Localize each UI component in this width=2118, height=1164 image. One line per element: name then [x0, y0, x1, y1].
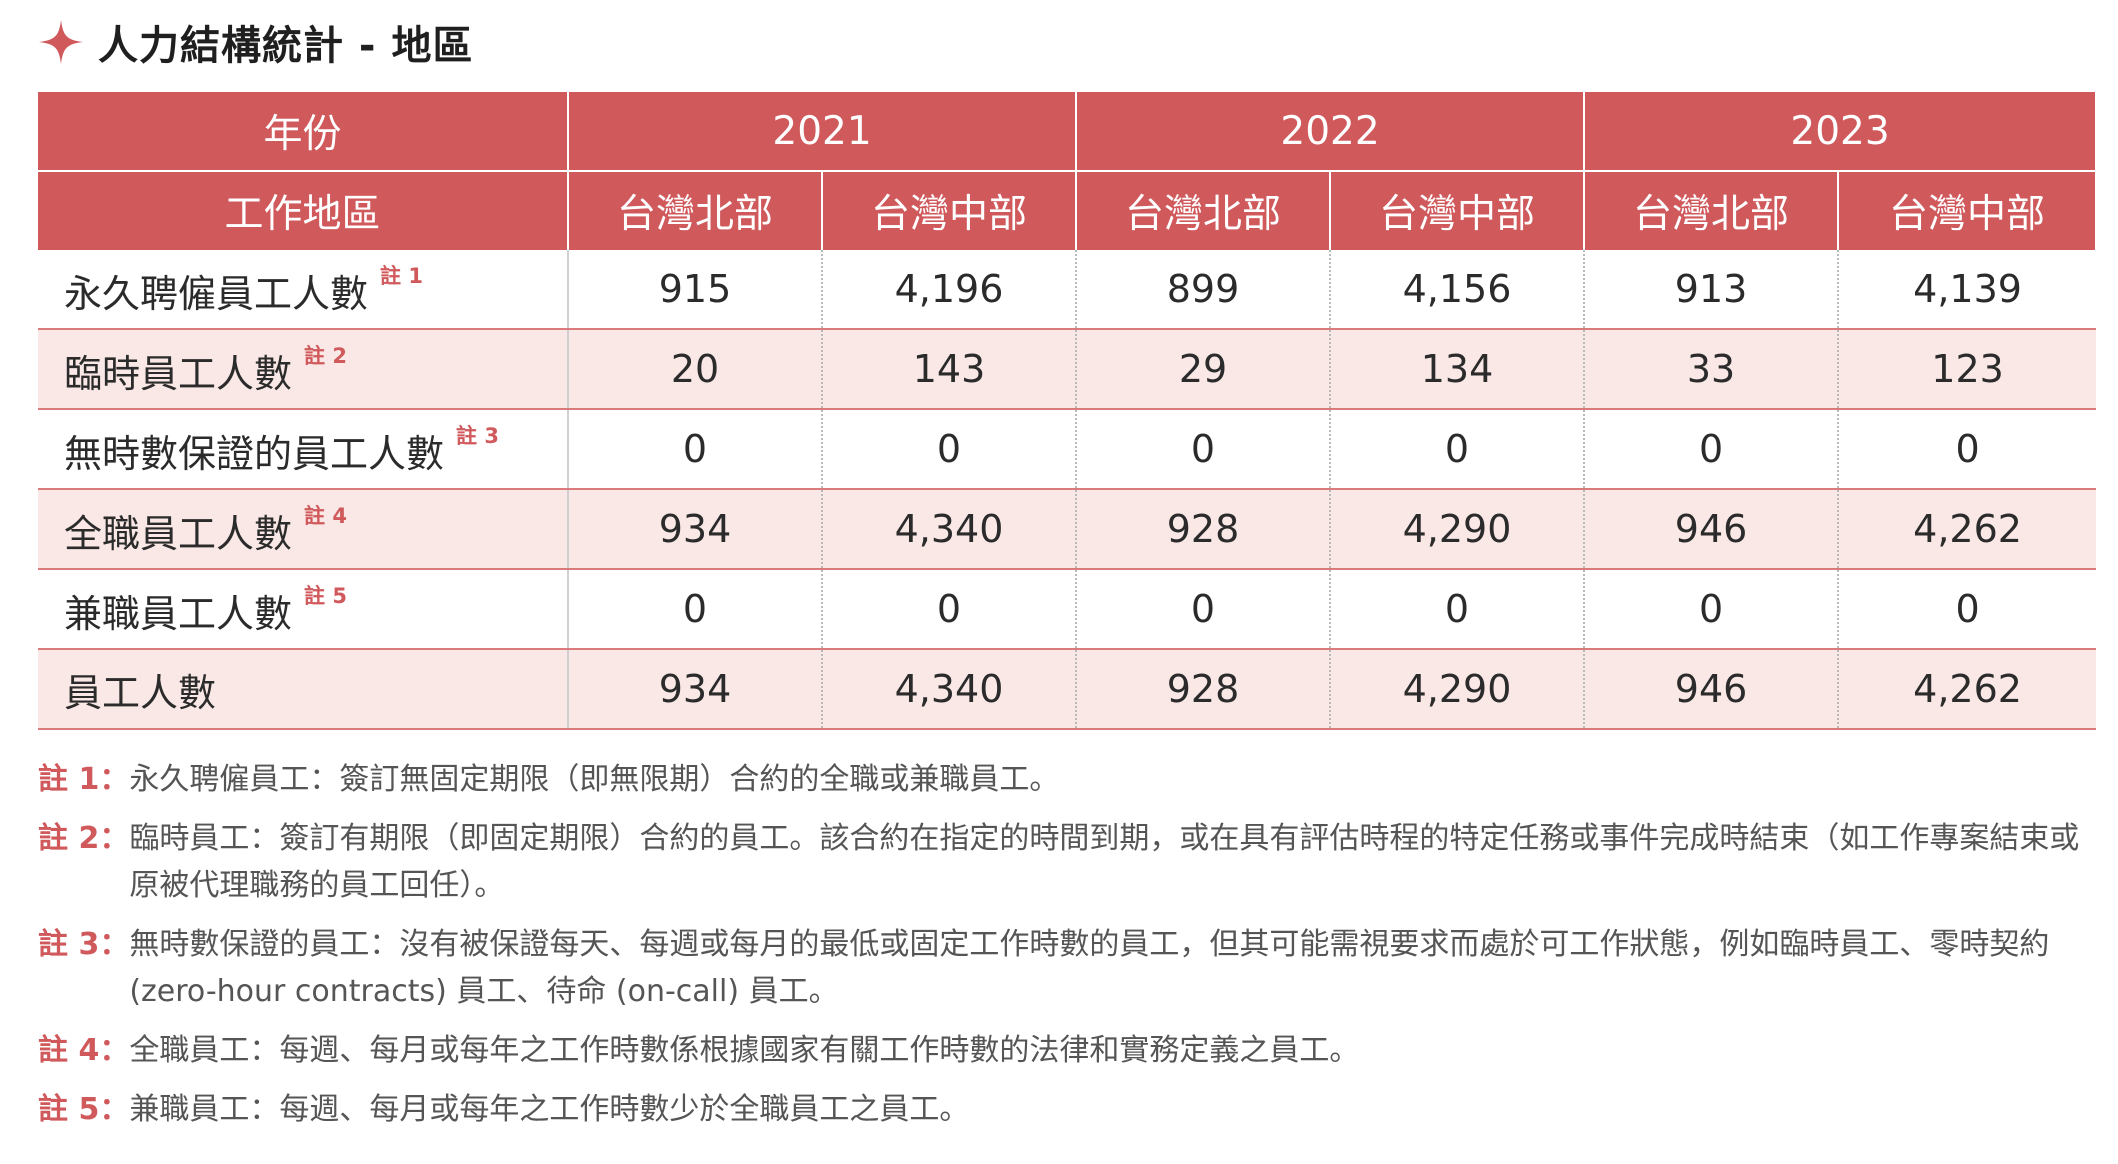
table-cell: 0 — [822, 569, 1078, 650]
table-cell: 0 — [1584, 569, 1840, 650]
row-label-text: 兼職員工人數 — [64, 592, 293, 636]
page-title: 人力結構統計 - 地區 — [98, 23, 474, 69]
table-cell: 33 — [1584, 329, 1840, 410]
table-cell: 4,340 — [822, 489, 1078, 570]
table-cell: 4,196 — [822, 250, 1078, 330]
table-cell: 20 — [568, 329, 823, 410]
row-label: 臨時員工人數註 2 — [38, 329, 569, 410]
page-header: 人力結構統計 - 地區 — [38, 14, 473, 70]
year-header: 年份 — [38, 92, 569, 172]
footnote-label: 註 4： — [38, 1033, 130, 1068]
row-label-text: 臨時員工人數 — [64, 352, 293, 396]
region-header-cell: 台灣中部 — [1838, 171, 2098, 250]
table-row: 永久聘僱員工人數註 1 915 4,196 899 4,156 913 4,139 — [38, 250, 2097, 330]
header-row-regions: 工作地區 台灣北部 台灣中部 台灣北部 台灣中部 台灣北部 台灣中部 — [38, 171, 2098, 250]
table-cell: 928 — [1076, 649, 1332, 730]
footnote-label: 註 3： — [38, 927, 130, 962]
table-cell: 29 — [1076, 329, 1332, 410]
region-header-cell: 台灣北部 — [568, 171, 823, 250]
table-cell: 4,156 — [1330, 250, 1586, 330]
footnote-marker: 註 3 — [456, 424, 499, 448]
footnote-label: 註 1： — [38, 762, 130, 797]
four-point-star-icon — [39, 20, 83, 64]
region-header-cell: 台灣北部 — [1584, 171, 1840, 250]
footnote: 註 1： 永久聘僱員工：簽訂無固定期限（即無限期）合約的全職或兼職員工。 — [38, 756, 2098, 803]
table-row: 臨時員工人數註 2 20 143 29 134 33 123 — [38, 329, 2097, 410]
footnote-marker: 註 4 — [304, 504, 347, 528]
table-cell: 4,262 — [1838, 649, 2097, 730]
footnote-text: 無時數保證的員工：沒有被保證每天、每週或每月的最低或固定工作時數的員工，但其可能… — [129, 927, 2050, 1009]
table-cell: 4,139 — [1838, 250, 2097, 330]
table-cell: 913 — [1584, 250, 1840, 330]
table-cell: 0 — [1076, 409, 1332, 490]
table-cell: 946 — [1584, 649, 1840, 730]
row-label: 兼職員工人數註 5 — [38, 569, 569, 650]
table-cell: 0 — [1330, 569, 1586, 650]
table-row: 全職員工人數註 4 934 4,340 928 4,290 946 4,262 — [38, 489, 2097, 570]
footnote-text: 永久聘僱員工：簽訂無固定期限（即無限期）合約的全職或兼職員工。 — [129, 762, 1060, 797]
row-label-text: 員工人數 — [64, 670, 217, 715]
footnote: 註 4： 全職員工：每週、每月或每年之工作時數係根據國家有關工作時數的法律和實務定… — [38, 1027, 2098, 1074]
row-label-text: 永久聘僱員工人數 — [64, 272, 369, 316]
footnote-text: 兼職員工：每週、每月或每年之工作時數少於全職員工之員工。 — [129, 1092, 970, 1127]
region-header-cell: 台灣北部 — [1076, 171, 1332, 250]
footnote-marker: 註 2 — [304, 344, 347, 368]
table-cell: 928 — [1076, 489, 1332, 570]
table-cell: 0 — [1584, 409, 1840, 490]
region-header-cell: 台灣中部 — [1330, 171, 1586, 250]
footnote: 註 5： 兼職員工：每週、每月或每年之工作時數少於全職員工之員工。 — [38, 1086, 2098, 1133]
row-label: 無時數保證的員工人數註 3 — [38, 409, 569, 490]
year-2021-header: 2021 — [568, 92, 1078, 172]
row-label: 永久聘僱員工人數註 1 — [38, 250, 569, 330]
footnote-text: 全職員工：每週、每月或每年之工作時數係根據國家有關工作時數的法律和實務定義之員工… — [129, 1033, 1360, 1068]
table-body: 永久聘僱員工人數註 1 915 4,196 899 4,156 913 4,139 臨時員工人… — [38, 250, 2097, 730]
table-cell: 4,290 — [1330, 649, 1586, 730]
header-row-years: 年份 2021 2022 2023 — [38, 92, 2098, 172]
row-label-text: 無時數保證的員工人數 — [64, 432, 445, 476]
footnotes: 註 1： 永久聘僱員工：簽訂無固定期限（即無限期）合約的全職或兼職員工。註 2：臨… — [38, 756, 2098, 1145]
region-header-cell: 台灣中部 — [822, 171, 1078, 250]
footnote: 註 3： 無時數保證的員工：沒有被保證每天、每週或每月的最低或固定工作時數的員工，… — [38, 921, 2098, 1015]
table-cell: 0 — [1838, 569, 2097, 650]
table-cell: 0 — [1838, 409, 2097, 490]
table-cell: 123 — [1838, 329, 2097, 410]
table-cell: 0 — [822, 409, 1078, 490]
row-label: 全職員工人數註 4 — [38, 489, 569, 570]
footnote-label: 註 5： — [38, 1092, 130, 1127]
footnote-label: 註 2： — [38, 821, 130, 856]
table-cell: 899 — [1076, 250, 1332, 330]
table-cell: 0 — [568, 409, 823, 490]
table-cell: 143 — [822, 329, 1078, 410]
table-row: 員工人數 934 4,340 928 4,290 946 4,262 — [38, 649, 2097, 730]
table-cell: 934 — [568, 489, 823, 570]
year-2023-header: 2023 — [1584, 92, 2098, 172]
table-cell: 915 — [568, 250, 823, 330]
table-cell: 4,262 — [1838, 489, 2097, 570]
year-2022-header: 2022 — [1076, 92, 1586, 172]
footnote-marker: 註 1 — [380, 264, 423, 288]
row-label: 員工人數 — [38, 649, 569, 730]
table-cell: 0 — [1076, 569, 1332, 650]
table-cell: 134 — [1330, 329, 1586, 410]
table-cell: 946 — [1584, 489, 1840, 570]
table-cell: 934 — [568, 649, 823, 730]
region-header: 工作地區 — [38, 171, 569, 250]
table-cell: 0 — [1330, 409, 1586, 490]
workforce-table: 年份 2021 2022 2023 工作地區 台灣北部 台灣中部 台灣北部 台灣… — [38, 92, 2098, 730]
footnote-text: 臨時員工：簽訂有期限（即固定期限）合約的員工。該合約在指定的時間到期，或在具有評… — [129, 821, 2080, 903]
table-cell: 4,290 — [1330, 489, 1586, 570]
table-cell: 0 — [568, 569, 823, 650]
table-cell: 4,340 — [822, 649, 1078, 730]
row-label-text: 全職員工人數 — [64, 512, 293, 556]
footnote: 註 2： 臨時員工：簽訂有期限（即固定期限）合約的員工。該合約在指定的時間到期，或… — [38, 815, 2098, 909]
footnote-marker: 註 5 — [304, 584, 347, 608]
